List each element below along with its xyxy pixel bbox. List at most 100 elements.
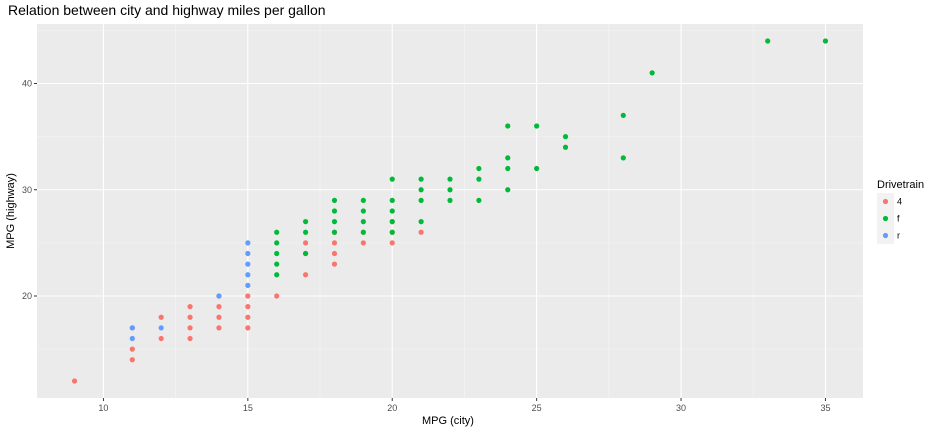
point-f	[620, 155, 626, 161]
point-4	[418, 229, 424, 235]
point-4	[216, 325, 222, 331]
point-f	[505, 187, 511, 193]
legend-key-point	[882, 232, 889, 239]
x-tick-label: 20	[387, 403, 397, 413]
point-f	[822, 38, 829, 44]
point-f	[389, 197, 395, 203]
point-4	[274, 293, 280, 299]
x-tick-label: 25	[532, 403, 542, 413]
y-tick-label: 30	[22, 185, 32, 195]
point-f	[505, 165, 511, 172]
point-r	[216, 293, 222, 299]
point-f	[562, 134, 569, 140]
point-f	[274, 250, 280, 257]
x-axis-title: MPG (city)	[422, 415, 474, 427]
point-f	[274, 229, 280, 235]
point-r	[158, 325, 164, 331]
point-f	[331, 197, 338, 203]
point-f	[505, 155, 511, 161]
y-tick-label: 20	[22, 291, 32, 301]
point-r	[245, 240, 251, 246]
point-f	[389, 208, 395, 214]
x-tick-label: 35	[820, 403, 830, 413]
point-4	[187, 335, 193, 342]
point-f	[447, 176, 453, 182]
point-4	[187, 325, 193, 331]
point-r	[245, 282, 251, 288]
legend-label: 4	[897, 197, 902, 207]
point-4	[360, 240, 366, 246]
legend: Drivetrain 4 fr	[877, 179, 924, 244]
point-4	[331, 240, 338, 246]
point-f	[476, 165, 482, 172]
point-4	[245, 304, 251, 310]
point-f	[418, 176, 424, 182]
point-4	[129, 346, 135, 352]
y-tick-label: 40	[22, 79, 32, 89]
x-tick-label: 30	[676, 403, 686, 413]
point-f	[274, 240, 280, 246]
point-f	[649, 70, 655, 76]
point-4	[71, 378, 78, 384]
point-4	[158, 314, 164, 320]
point-f	[360, 219, 366, 225]
point-4	[245, 293, 251, 299]
point-f	[331, 208, 338, 214]
point-4	[331, 261, 338, 267]
point-f	[331, 229, 338, 235]
point-4	[187, 314, 193, 320]
point-f	[331, 219, 338, 225]
point-f	[447, 197, 453, 203]
point-f	[447, 187, 453, 193]
point-f	[765, 38, 771, 44]
point-f	[534, 123, 540, 129]
point-f	[389, 219, 395, 225]
data-points	[71, 38, 829, 384]
point-4	[216, 304, 222, 310]
point-4	[302, 272, 309, 278]
point-f	[505, 123, 511, 129]
point-r	[129, 335, 135, 342]
point-f	[418, 219, 424, 225]
legend-label: r	[897, 231, 900, 241]
point-4	[331, 250, 338, 257]
point-4	[129, 357, 135, 363]
point-f	[418, 197, 424, 203]
point-f	[302, 250, 309, 257]
point-f	[274, 261, 280, 267]
point-f	[534, 165, 540, 172]
point-f	[476, 176, 482, 182]
point-f	[562, 144, 569, 150]
point-f	[389, 176, 395, 182]
point-4	[389, 240, 395, 246]
point-f	[302, 229, 309, 235]
point-4	[187, 304, 193, 310]
y-axis: 20 30 40	[22, 79, 37, 301]
legend-items: 4 fr	[877, 193, 902, 244]
point-4	[158, 335, 164, 342]
chart-title: Relation between city and highway miles …	[8, 2, 326, 18]
legend-key-point	[882, 198, 889, 205]
point-4	[302, 240, 309, 246]
x-tick-label: 15	[243, 403, 253, 413]
point-f	[418, 187, 424, 193]
point-4	[245, 314, 251, 320]
x-tick-label: 10	[98, 403, 108, 413]
point-f	[302, 219, 309, 225]
point-4	[216, 314, 222, 320]
point-f	[620, 112, 626, 118]
point-f	[389, 229, 395, 235]
x-axis: 10 15 20 25 30 35	[98, 398, 830, 413]
legend-title: Drivetrain	[877, 179, 924, 191]
point-r	[129, 325, 135, 331]
point-f	[360, 197, 366, 203]
legend-label: f	[897, 214, 900, 224]
minor-gridlines	[37, 24, 863, 398]
point-4	[245, 325, 251, 331]
point-r	[245, 250, 251, 257]
point-r	[245, 272, 251, 278]
point-f	[274, 272, 280, 278]
legend-key-point	[882, 215, 889, 222]
point-r	[245, 261, 251, 267]
